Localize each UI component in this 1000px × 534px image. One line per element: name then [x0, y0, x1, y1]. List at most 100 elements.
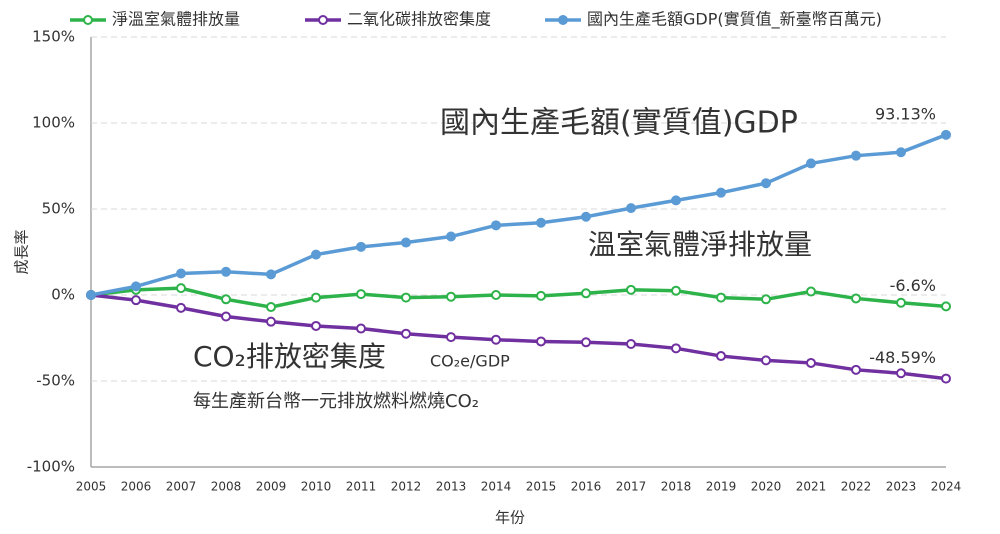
x-tick-label: 2024 — [931, 480, 962, 494]
point — [536, 336, 546, 347]
point — [896, 297, 906, 308]
x-tick-label: 2006 — [121, 480, 152, 494]
point — [761, 178, 771, 189]
point — [851, 364, 861, 375]
x-tick-label: 2005 — [76, 480, 107, 494]
point — [311, 292, 321, 303]
point — [941, 129, 951, 140]
value-label: -48.59% — [869, 348, 936, 367]
x-tick-label: 2012 — [391, 480, 422, 494]
point — [131, 295, 141, 306]
point — [851, 293, 861, 304]
y-tick-label: 50% — [42, 200, 75, 218]
y-tick-label: 100% — [32, 114, 75, 132]
point — [221, 294, 231, 305]
legend-label: 國內生產毛額GDP(實質值_新臺幣百萬元) — [587, 10, 882, 30]
point — [356, 241, 366, 252]
x-tick-label: 2023 — [886, 480, 917, 494]
legend-marker — [318, 15, 328, 25]
annotation: CO₂e/GDP — [430, 352, 510, 371]
point — [176, 302, 186, 313]
x-tick-label: 2007 — [166, 480, 197, 494]
y-tick-label: -100% — [27, 458, 75, 476]
point — [941, 301, 951, 312]
value-label: 93.13% — [875, 104, 936, 123]
y-tick-label: 150% — [32, 28, 75, 46]
point — [536, 290, 546, 301]
point — [671, 343, 681, 354]
annotation: CO₂排放密集度 — [193, 340, 386, 373]
point — [356, 323, 366, 334]
point — [806, 286, 816, 297]
x-tick-label: 2013 — [436, 480, 467, 494]
series-line — [90, 286, 947, 309]
point — [536, 217, 546, 228]
value-label: -6.6% — [890, 276, 936, 295]
point — [626, 203, 636, 214]
x-tick-label: 2021 — [796, 480, 827, 494]
point — [311, 320, 321, 331]
point — [491, 220, 501, 231]
point — [896, 147, 906, 158]
point — [356, 289, 366, 300]
point — [581, 211, 591, 222]
point — [896, 368, 906, 379]
point — [716, 292, 726, 303]
point — [266, 302, 276, 313]
x-tick-label: 2010 — [301, 480, 332, 494]
point — [716, 187, 726, 198]
point — [221, 311, 231, 322]
annotation: 國內生產毛額(實質值)GDP — [440, 106, 798, 141]
x-tick-label: 2022 — [841, 480, 872, 494]
legend-label: 二氧化碳排放密集度 — [347, 10, 491, 29]
point — [491, 290, 501, 300]
point — [401, 237, 411, 248]
point — [761, 355, 771, 366]
y-tick-label: -50% — [36, 372, 75, 390]
annotation: 每生產新台幣一元排放燃料燃燒CO₂ — [193, 391, 479, 412]
x-axis-label: 年份 — [495, 509, 525, 527]
series-line — [90, 133, 947, 297]
point — [626, 339, 636, 350]
x-tick-label: 2008 — [211, 480, 242, 494]
point — [491, 334, 501, 345]
point — [806, 357, 816, 368]
x-tick-label: 2011 — [346, 480, 377, 494]
point — [626, 284, 636, 295]
point — [716, 351, 726, 362]
legend-marker — [83, 15, 93, 25]
x-tick-label: 2017 — [616, 480, 647, 494]
point — [581, 337, 591, 348]
y-axis-label: 成長率 — [13, 229, 31, 274]
point — [401, 292, 411, 303]
y-tick-label: 0% — [51, 286, 75, 304]
point — [446, 231, 456, 242]
point — [266, 316, 276, 327]
point — [176, 283, 186, 294]
x-tick-label: 2009 — [256, 480, 287, 494]
point — [671, 195, 681, 206]
legend-marker — [558, 15, 568, 25]
series-line — [90, 293, 947, 381]
annotation: 溫室氣體淨排放量 — [588, 228, 812, 261]
x-tick-label: 2016 — [571, 480, 602, 494]
point — [131, 281, 141, 292]
point — [221, 266, 231, 277]
point — [176, 268, 186, 279]
x-tick-label: 2018 — [661, 480, 692, 494]
x-tick-label: 2015 — [526, 480, 557, 494]
x-tick-label: 2019 — [706, 480, 737, 494]
point — [581, 288, 591, 299]
x-tick-label: 2020 — [751, 480, 782, 494]
legend-label: 淨溫室氣體排放量 — [112, 10, 240, 29]
point — [851, 150, 861, 161]
point — [806, 158, 816, 169]
point — [446, 332, 456, 343]
point — [761, 294, 771, 305]
point — [446, 291, 456, 302]
point — [941, 373, 951, 384]
point — [671, 285, 681, 296]
point — [311, 249, 321, 260]
point — [401, 328, 411, 339]
